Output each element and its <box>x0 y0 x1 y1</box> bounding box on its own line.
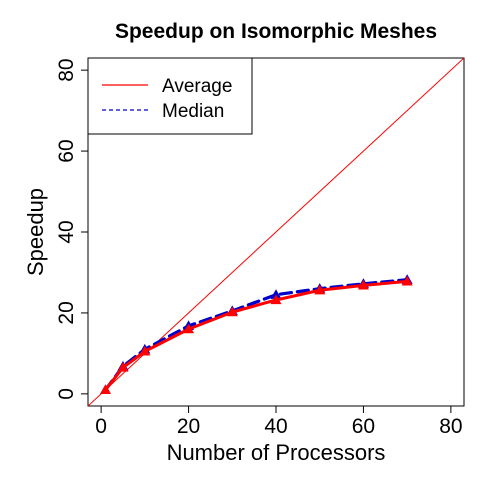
x-tick-label-0: 0 <box>95 415 107 438</box>
chart-title: Speedup on Isomorphic Meshes <box>115 20 437 43</box>
y-tick-label-60: 60 <box>55 139 78 162</box>
x-tick-label-80: 80 <box>439 415 462 438</box>
data-point-average-5 <box>117 362 129 372</box>
y-tick-label-40: 40 <box>55 220 78 243</box>
data-point-average-50 <box>314 284 326 295</box>
series-line-average <box>103 279 409 392</box>
x-axis-label: Number of Processors <box>167 440 386 465</box>
y-tick-label-0: 0 <box>55 388 78 400</box>
legend-average-label: Average <box>162 76 232 97</box>
y-tick-label-80: 80 <box>55 58 78 81</box>
x-tick-label-60: 60 <box>352 415 375 438</box>
data-point-average-30 <box>226 306 238 317</box>
data-point-average-60 <box>357 279 369 290</box>
series-line-median <box>103 278 409 392</box>
data-point-average-40 <box>270 294 282 305</box>
y-tick-label-20: 20 <box>55 301 78 324</box>
data-point-average-1 <box>99 384 111 394</box>
x-tick-label-20: 20 <box>177 415 200 438</box>
legend-median-label: Median <box>162 101 224 122</box>
data-point-average-70 <box>401 275 413 286</box>
data-point-median-40 <box>270 289 282 299</box>
axes-layer: 0 20 40 60 80 0 20 40 60 80 <box>55 58 463 438</box>
legend-box <box>87 57 253 135</box>
data-point-average-10 <box>139 345 151 356</box>
y-axis-label: Speedup <box>23 188 48 276</box>
series-layer <box>99 274 413 394</box>
x-tick-label-40: 40 <box>264 415 287 438</box>
data-point-average-20 <box>183 323 195 334</box>
legend: Average Median <box>87 57 253 135</box>
